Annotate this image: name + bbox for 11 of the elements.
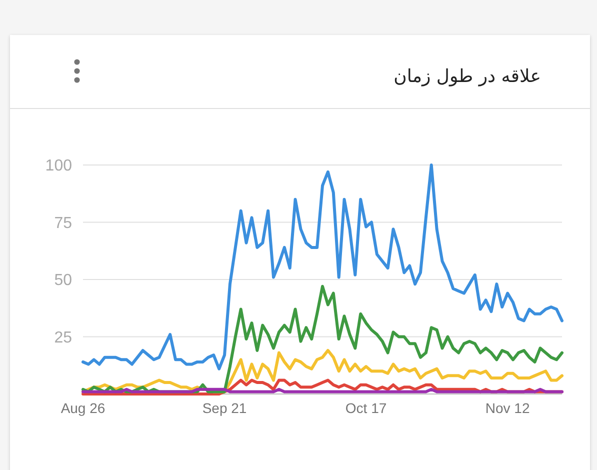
y-tick-label: 75: [54, 214, 72, 232]
x-tick-label: Nov 12: [485, 400, 530, 416]
chart-title: علاقه در طول زمان: [394, 66, 541, 87]
x-tick-label: Oct 17: [345, 400, 387, 416]
x-tick-label: Aug 26: [60, 400, 106, 416]
y-tick-label: 50: [54, 272, 72, 290]
x-tick-label: Sep 21: [202, 400, 247, 416]
y-tick-label: 25: [54, 329, 72, 346]
y-tick-label: 100: [45, 158, 72, 175]
line-series: [82, 284, 564, 394]
line-series: [82, 164, 564, 370]
